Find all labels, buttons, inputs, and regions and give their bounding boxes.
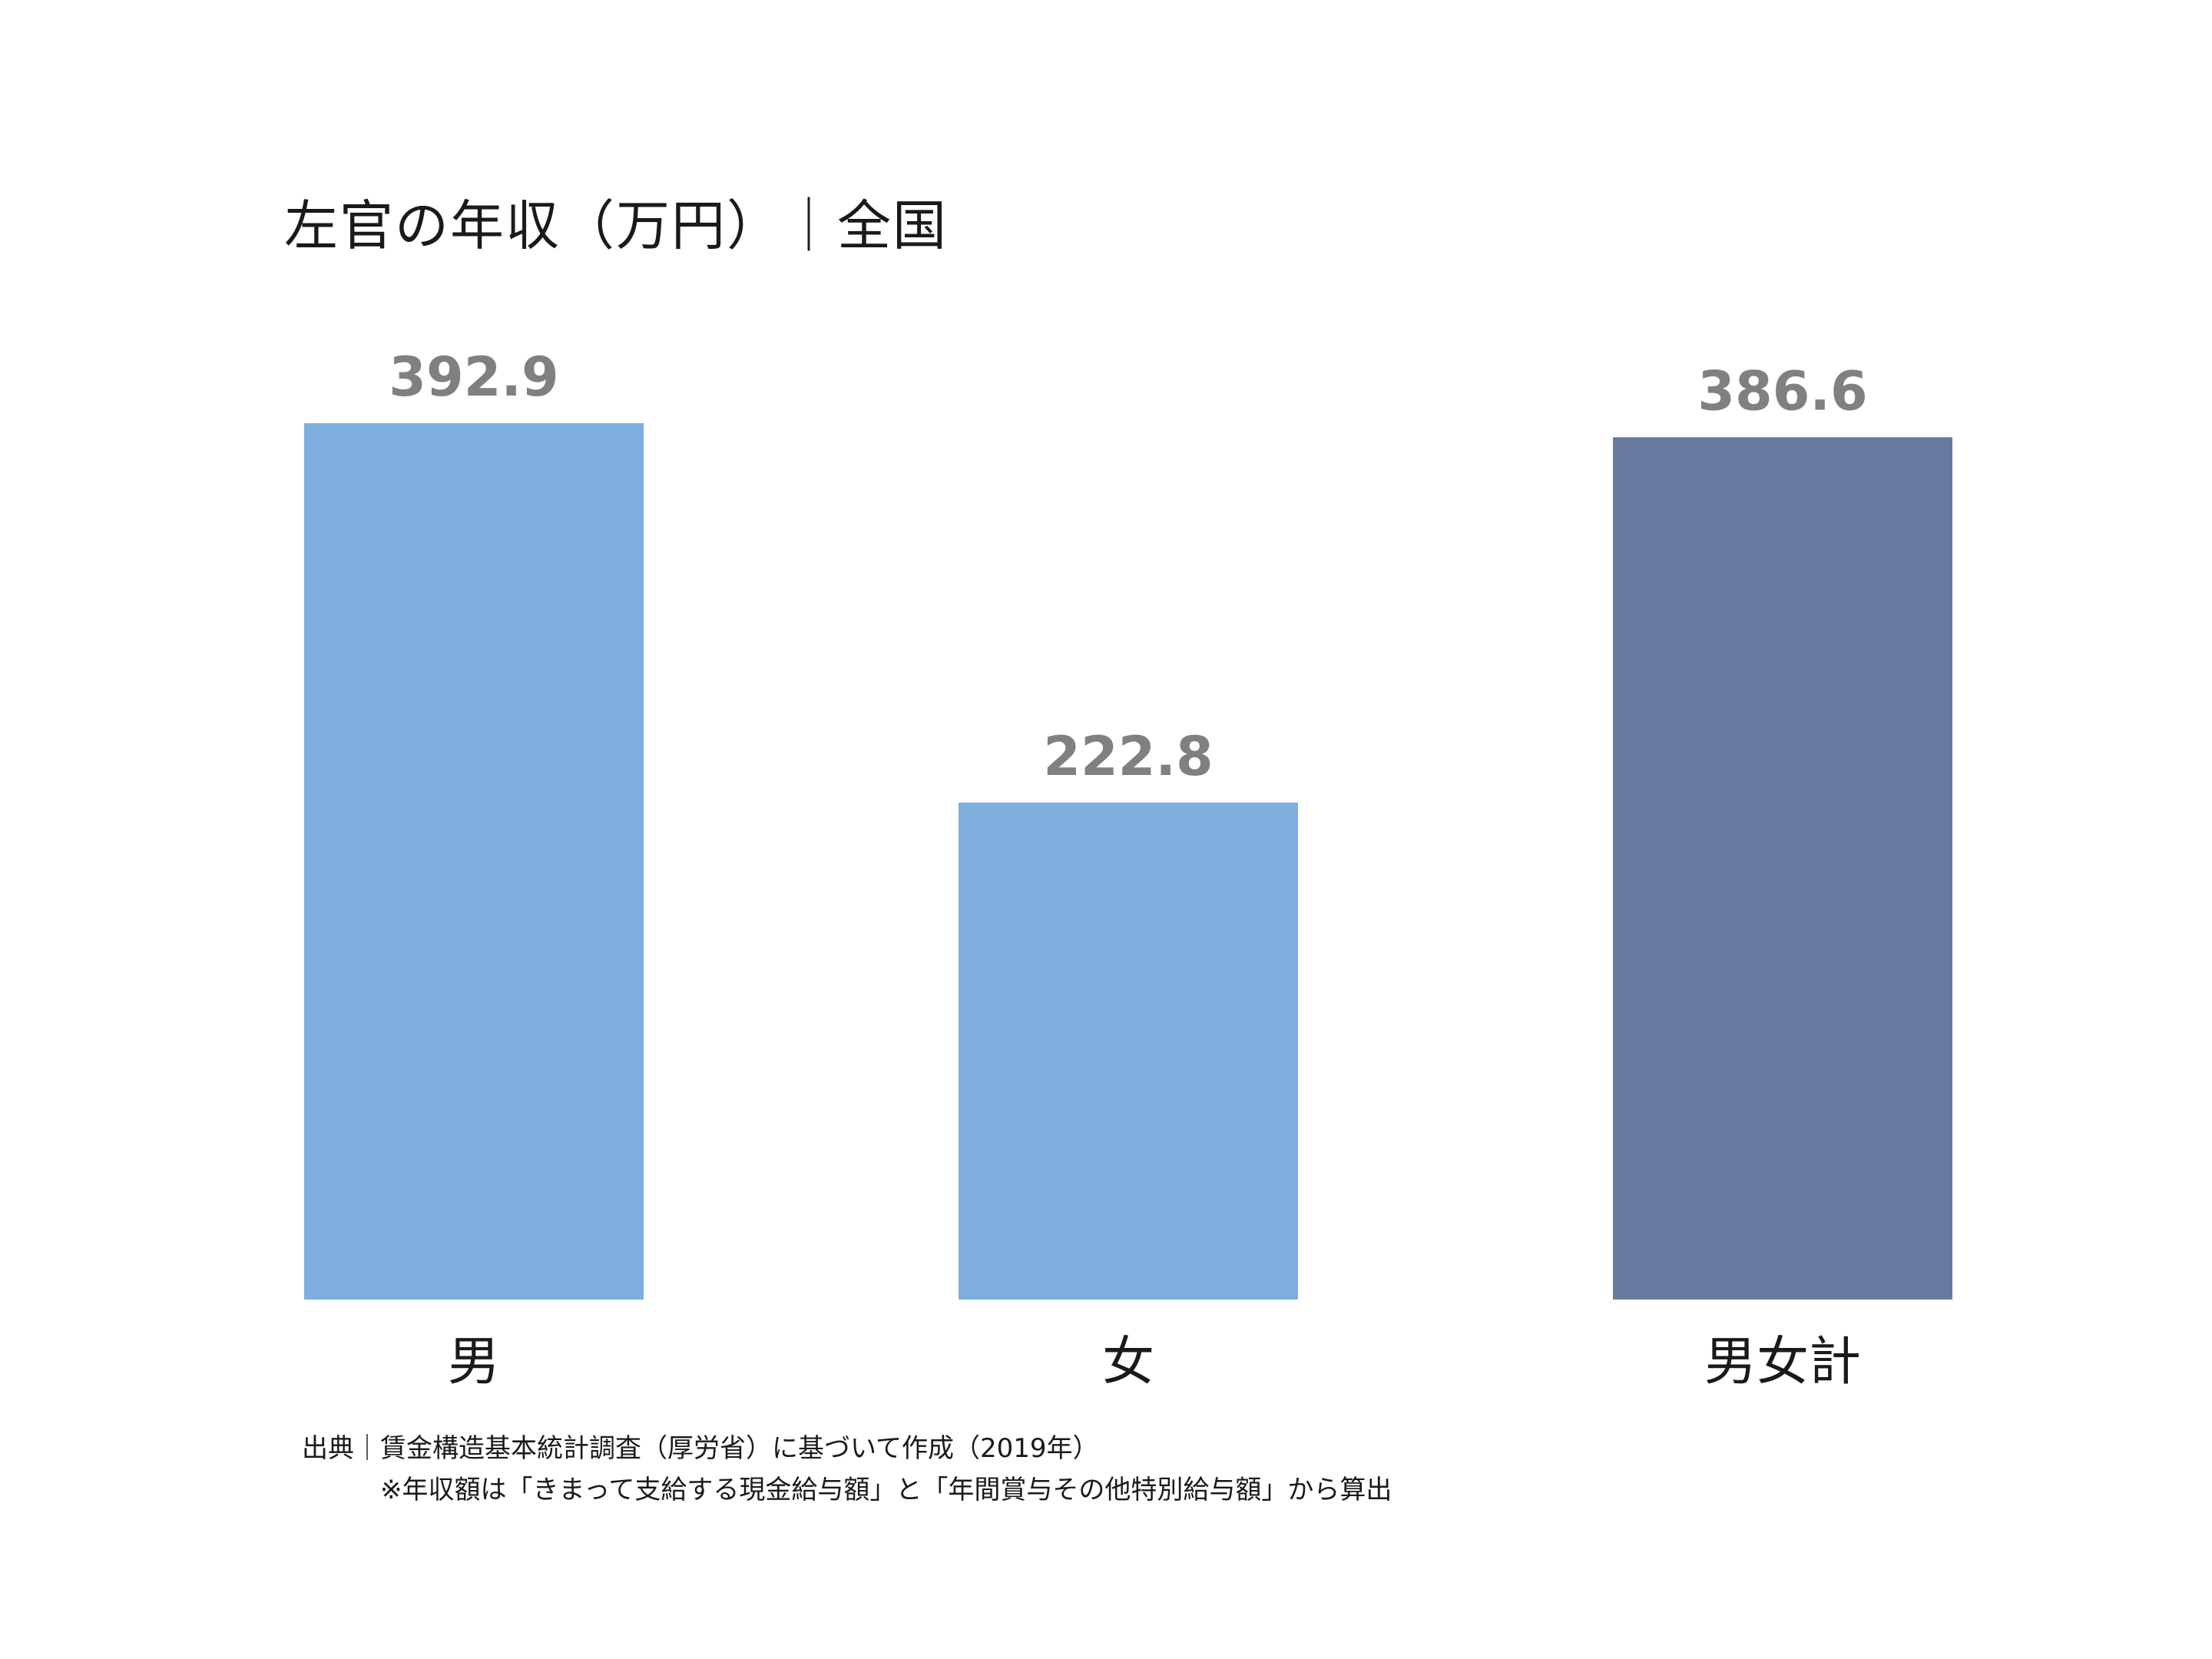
calculation-note: ※年収額は「きまって支給する現金給与額」と「年間賞与その他特別給与額」から算出 xyxy=(380,1475,1392,1505)
bar-2 xyxy=(959,802,1298,1300)
data-label-3: 386.6 xyxy=(1697,359,1867,422)
data-label-1: 392.9 xyxy=(389,346,558,409)
category-label-2: 女 xyxy=(1102,1332,1154,1392)
data-label-2: 222.8 xyxy=(1043,725,1213,788)
category-label-3: 男女計 xyxy=(1704,1332,1861,1392)
category-label-1: 男 xyxy=(448,1332,500,1392)
source-note: 出典｜賃金構造基本統計調査（厚労省）に基づいて作成（2019年） xyxy=(302,1433,1099,1464)
bar-3 xyxy=(1613,437,1952,1300)
bar-1 xyxy=(304,423,644,1300)
chart-title: 左官の年収（万円）｜全国 xyxy=(284,194,948,257)
